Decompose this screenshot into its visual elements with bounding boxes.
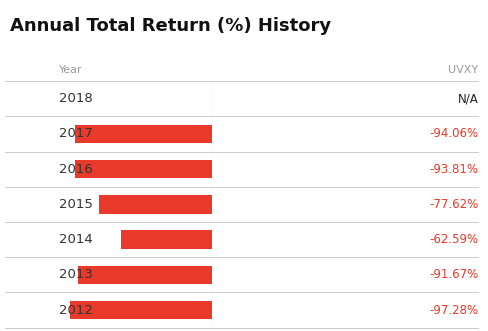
Text: 2016: 2016 <box>59 163 92 176</box>
Text: N/A: N/A <box>457 92 478 105</box>
Text: -97.28%: -97.28% <box>429 304 478 316</box>
Bar <box>75 125 212 143</box>
Bar <box>70 301 212 319</box>
Text: Annual Total Return (%) History: Annual Total Return (%) History <box>10 17 331 34</box>
Text: -77.62%: -77.62% <box>429 198 478 211</box>
Bar <box>99 195 212 213</box>
Text: -94.06%: -94.06% <box>429 127 478 140</box>
Text: 2017: 2017 <box>59 127 92 140</box>
Bar <box>78 266 212 284</box>
Text: -62.59%: -62.59% <box>429 233 478 246</box>
Text: Year: Year <box>59 65 82 74</box>
Bar <box>121 230 212 249</box>
Text: UVXY: UVXY <box>448 65 478 74</box>
Bar <box>75 160 212 178</box>
Text: -93.81%: -93.81% <box>429 163 478 176</box>
Text: 2018: 2018 <box>59 92 92 105</box>
Text: 2013: 2013 <box>59 268 92 281</box>
Text: 2014: 2014 <box>59 233 92 246</box>
Text: 2015: 2015 <box>59 198 92 211</box>
Text: -91.67%: -91.67% <box>429 268 478 281</box>
Text: 2012: 2012 <box>59 304 92 316</box>
